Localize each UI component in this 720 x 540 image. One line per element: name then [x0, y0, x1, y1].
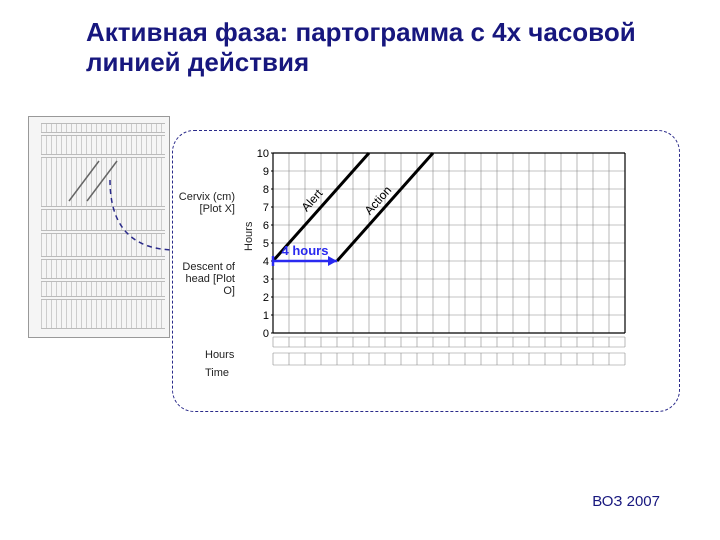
x-label-hours: Hours — [205, 349, 234, 361]
page-title: Активная фаза: партограмма с 4х часовой … — [86, 18, 646, 78]
svg-text:9: 9 — [263, 166, 269, 178]
y-label-descent: Descent of head [Plot O] — [171, 261, 235, 297]
partograph-chart: 012345678910AlertAction4 hours — [253, 143, 653, 383]
svg-text:2: 2 — [263, 292, 269, 304]
zoom-callout: Cervix (cm) [Plot X] Hours Descent of he… — [172, 130, 680, 412]
svg-text:0: 0 — [263, 328, 269, 340]
svg-text:10: 10 — [257, 148, 269, 160]
svg-text:Alert: Alert — [299, 186, 326, 214]
footer-source: ВОЗ 2007 — [592, 493, 660, 510]
y-label-descent-text: Descent of head [Plot O] — [182, 261, 235, 297]
y-label-cervix-text: Cervix (cm) [Plot X] — [179, 191, 235, 215]
slide: Активная фаза: партограмма с 4х часовой … — [0, 0, 720, 540]
partograph-thumbnail — [28, 116, 170, 338]
x-label-time-text: Time — [205, 367, 229, 379]
svg-text:5: 5 — [263, 238, 269, 250]
svg-text:1: 1 — [263, 310, 269, 322]
x-label-hours-text: Hours — [205, 349, 234, 361]
x-label-time: Time — [205, 367, 229, 379]
svg-text:7: 7 — [263, 202, 269, 214]
svg-text:4 hours: 4 hours — [282, 243, 329, 258]
svg-text:3: 3 — [263, 274, 269, 286]
svg-text:8: 8 — [263, 184, 269, 196]
svg-text:4: 4 — [263, 256, 269, 268]
svg-text:6: 6 — [263, 220, 269, 232]
y-label-cervix: Cervix (cm) [Plot X] — [171, 191, 235, 215]
